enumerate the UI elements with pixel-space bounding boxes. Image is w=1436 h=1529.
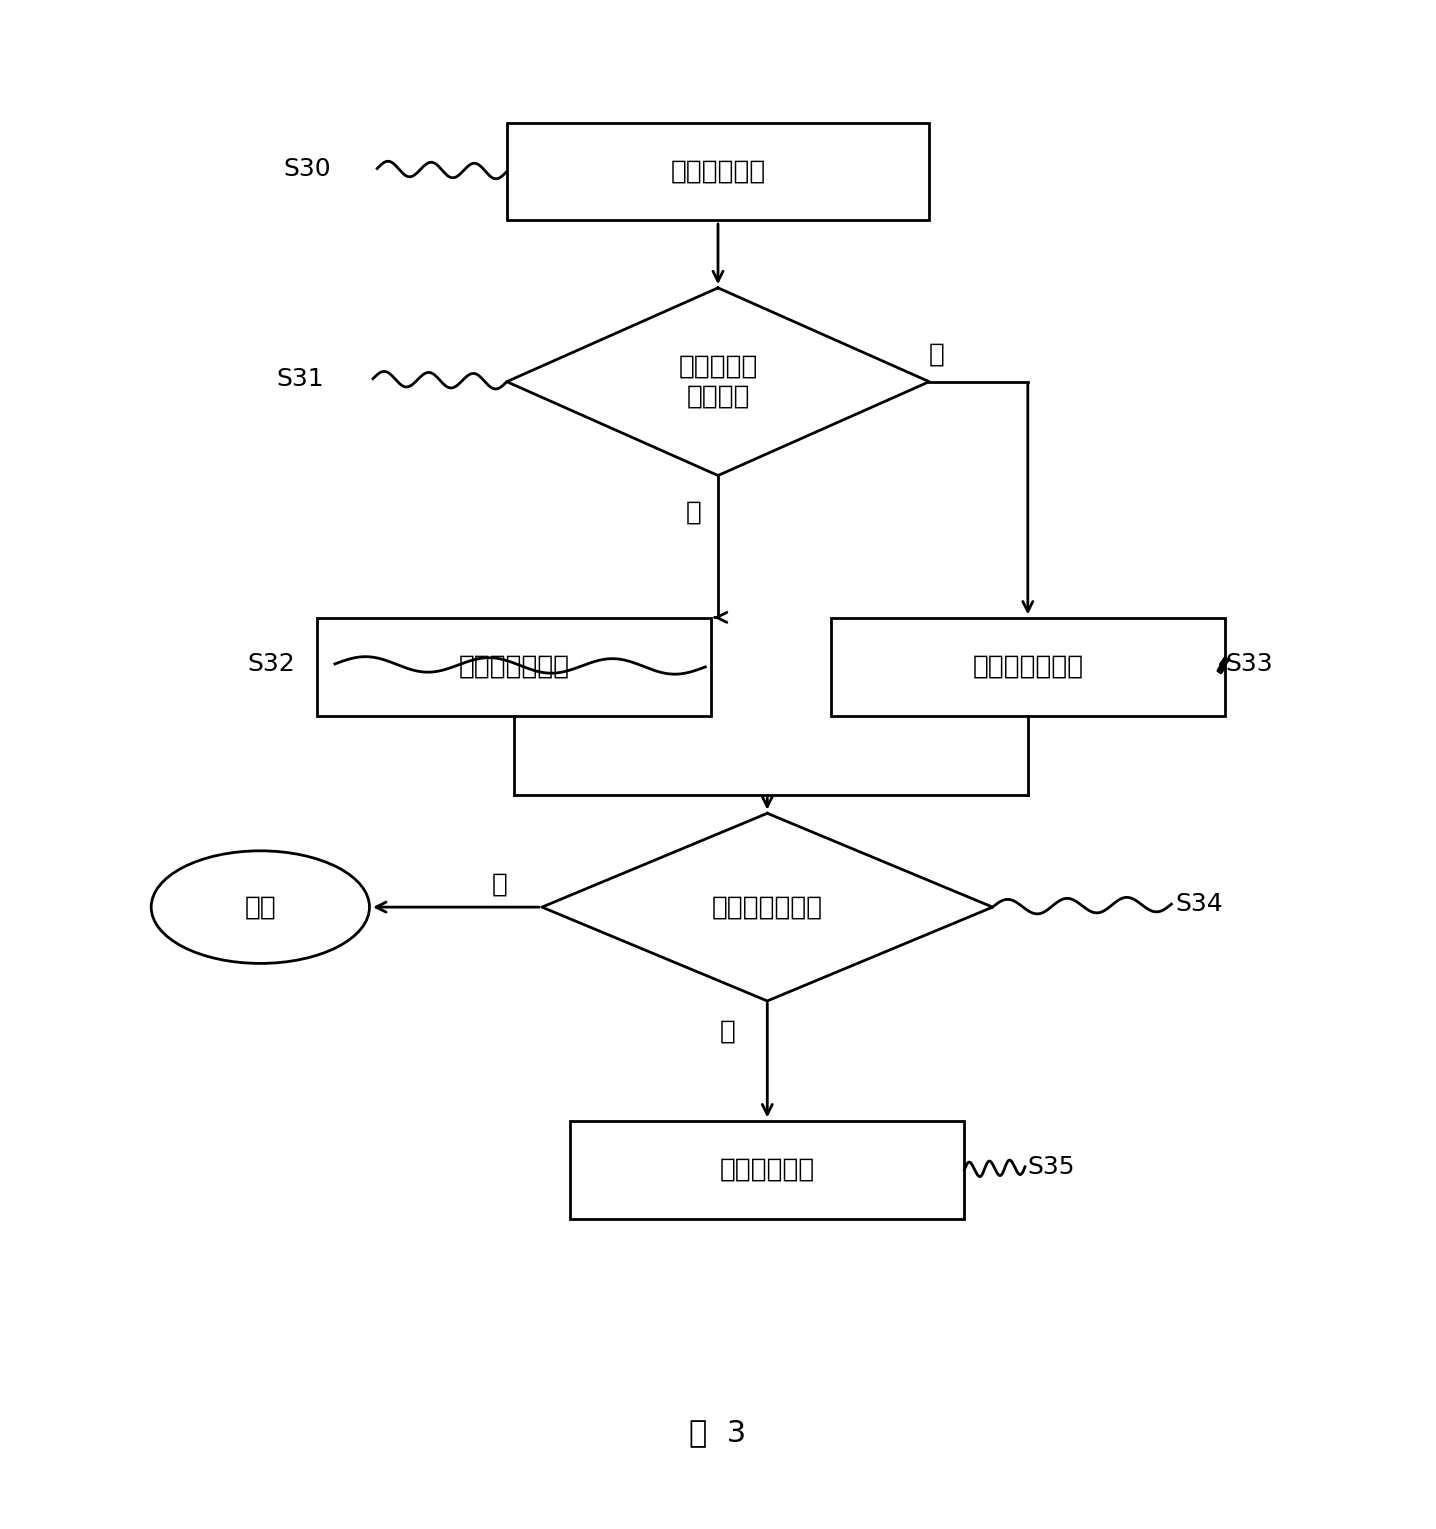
Text: 检测环境温度: 检测环境温度 [671,159,765,185]
FancyBboxPatch shape [507,122,929,220]
Text: 结束: 结束 [244,894,276,920]
Text: 取纸是否成功？: 取纸是否成功？ [712,894,823,920]
Text: S31: S31 [276,367,323,391]
Text: S32: S32 [248,651,296,676]
Text: 以第一速度取纸: 以第一速度取纸 [458,654,569,680]
Text: 以第二速度取纸: 以第二速度取纸 [972,654,1083,680]
Text: S35: S35 [1028,1154,1076,1179]
Text: 是: 是 [686,500,702,526]
Text: 图  3: 图 3 [689,1419,747,1448]
Polygon shape [507,287,929,476]
Text: 是否高于即
定温度？: 是否高于即 定温度？ [678,353,758,410]
Text: 否: 否 [928,341,945,367]
Text: S33: S33 [1225,651,1272,676]
FancyBboxPatch shape [570,1121,965,1219]
FancyBboxPatch shape [317,618,711,716]
Text: 是: 是 [491,872,508,898]
Polygon shape [541,813,992,1001]
Text: S30: S30 [283,156,330,180]
Text: S34: S34 [1176,891,1223,916]
Ellipse shape [151,850,369,963]
Text: 否: 否 [719,1018,735,1044]
FancyBboxPatch shape [830,618,1225,716]
Text: 第三速度取纸: 第三速度取纸 [719,1157,814,1183]
